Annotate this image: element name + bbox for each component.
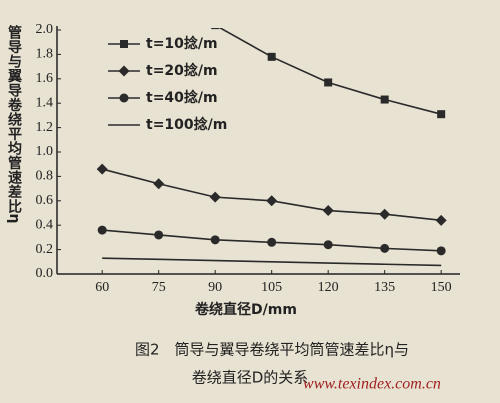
marker <box>322 205 334 217</box>
marker <box>96 163 108 175</box>
legend-label: t=20捻/m <box>146 62 218 79</box>
y-tick-label: 1.8 <box>36 47 54 62</box>
y-tick-label: 0.8 <box>36 169 54 184</box>
y-axis-label: 管导与翼导卷绕平均管速差比η <box>6 25 22 224</box>
series-line <box>101 168 442 222</box>
x-tick-label: 60 <box>95 280 109 295</box>
marker <box>267 52 276 61</box>
y-tick-label: 1.4 <box>36 95 54 110</box>
legend-label: t=10捻/m <box>146 35 218 52</box>
y-tick-label: 1.0 <box>36 144 54 159</box>
marker <box>324 78 333 87</box>
marker <box>210 235 220 245</box>
x-axis-label: 卷绕直径D/mm <box>194 301 297 318</box>
y-tick-label: 1.6 <box>36 71 54 86</box>
y-tick-label: 2.0 <box>36 22 54 37</box>
marker <box>154 230 164 240</box>
marker <box>97 225 107 235</box>
caption-line: 图2 筒导与翼导卷绕平均筒管速差比η与 <box>135 341 409 359</box>
x-tick-label: 105 <box>261 280 282 295</box>
marker <box>267 237 277 247</box>
legend-label: t=100捻/m <box>146 116 227 133</box>
x-tick-label: 120 <box>318 280 339 295</box>
y-tick-label: 0.6 <box>36 193 54 208</box>
marker <box>380 243 390 253</box>
x-tick-label: 75 <box>152 280 166 295</box>
x-tick-label: 150 <box>431 280 452 295</box>
marker <box>380 95 389 104</box>
caption-line: 卷绕直径D的关系 <box>192 369 309 387</box>
marker <box>153 178 165 190</box>
marker <box>323 240 333 250</box>
series-line <box>218 28 442 115</box>
legend-marker <box>120 40 128 48</box>
watermark: www.texindex.com.cn <box>303 376 441 393</box>
marker <box>266 195 278 207</box>
marker <box>437 110 446 119</box>
legend-marker <box>118 65 130 77</box>
y-tick-label: 0.2 <box>36 242 54 257</box>
marker <box>379 208 391 220</box>
marker <box>436 246 446 256</box>
series-line <box>102 257 442 267</box>
legend-label: t=40捻/m <box>146 89 218 106</box>
plot-area <box>96 28 447 267</box>
x-tick-label: 90 <box>208 280 222 295</box>
marker <box>211 28 220 30</box>
marker <box>435 214 447 226</box>
legend-marker <box>119 93 129 103</box>
x-tick-label: 135 <box>374 280 395 295</box>
y-tick-label: 0.0 <box>36 266 54 281</box>
y-tick-label: 1.2 <box>36 120 54 135</box>
marker <box>209 191 221 203</box>
y-tick-label: 0.4 <box>36 217 54 232</box>
